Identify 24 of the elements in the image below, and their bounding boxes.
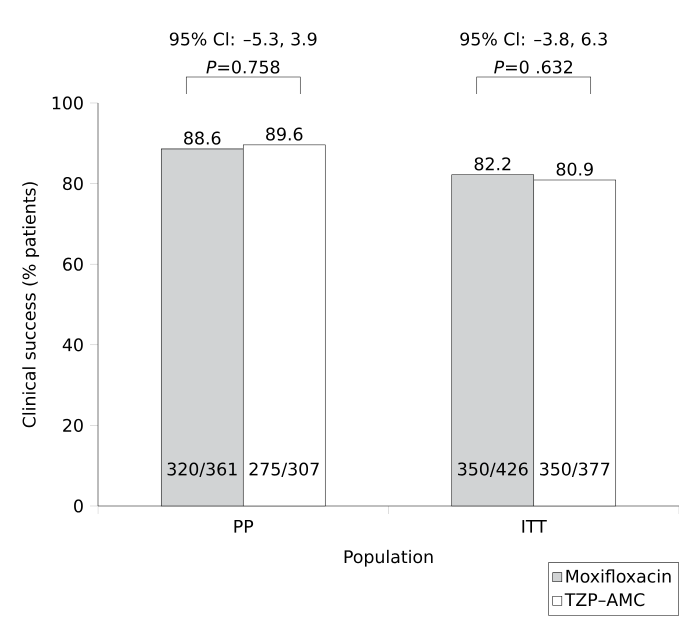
data-label: 82.2 xyxy=(474,157,510,170)
y-tick-label: 60 xyxy=(63,258,83,271)
y-axis-title: Clinical success (% patients) xyxy=(22,182,40,428)
text: 95% Cl: –3.8, 6.3 xyxy=(460,32,607,48)
y-tick-label: 0 xyxy=(74,499,83,513)
legend-label: TZP–AMC xyxy=(564,593,644,606)
y-tick-label: 80 xyxy=(63,177,83,190)
data-label: 80.9 xyxy=(556,162,593,176)
annotation: 350/426 xyxy=(458,462,528,477)
text: P=0.758 xyxy=(206,60,280,74)
text: 95% Cl: –5.3, 3.9 xyxy=(170,32,316,48)
annotation: 320/361 xyxy=(168,462,237,477)
x-tick-label: PP xyxy=(234,520,254,533)
data-label: 89.6 xyxy=(266,128,302,141)
y-tick-label: 40 xyxy=(62,338,83,352)
text: P=0 .632 xyxy=(494,60,572,74)
x-tick-label: ITT xyxy=(522,520,547,533)
annotation: 275/307 xyxy=(250,462,319,477)
y-tick-label: 100 xyxy=(52,96,83,110)
x-axis-title: Population xyxy=(344,550,433,567)
data-label: 88.6 xyxy=(184,132,220,145)
annotation: 350/377 xyxy=(540,462,610,477)
y-tick-label: 20 xyxy=(63,418,83,432)
legend-label: Moxifloxacin xyxy=(566,569,671,583)
